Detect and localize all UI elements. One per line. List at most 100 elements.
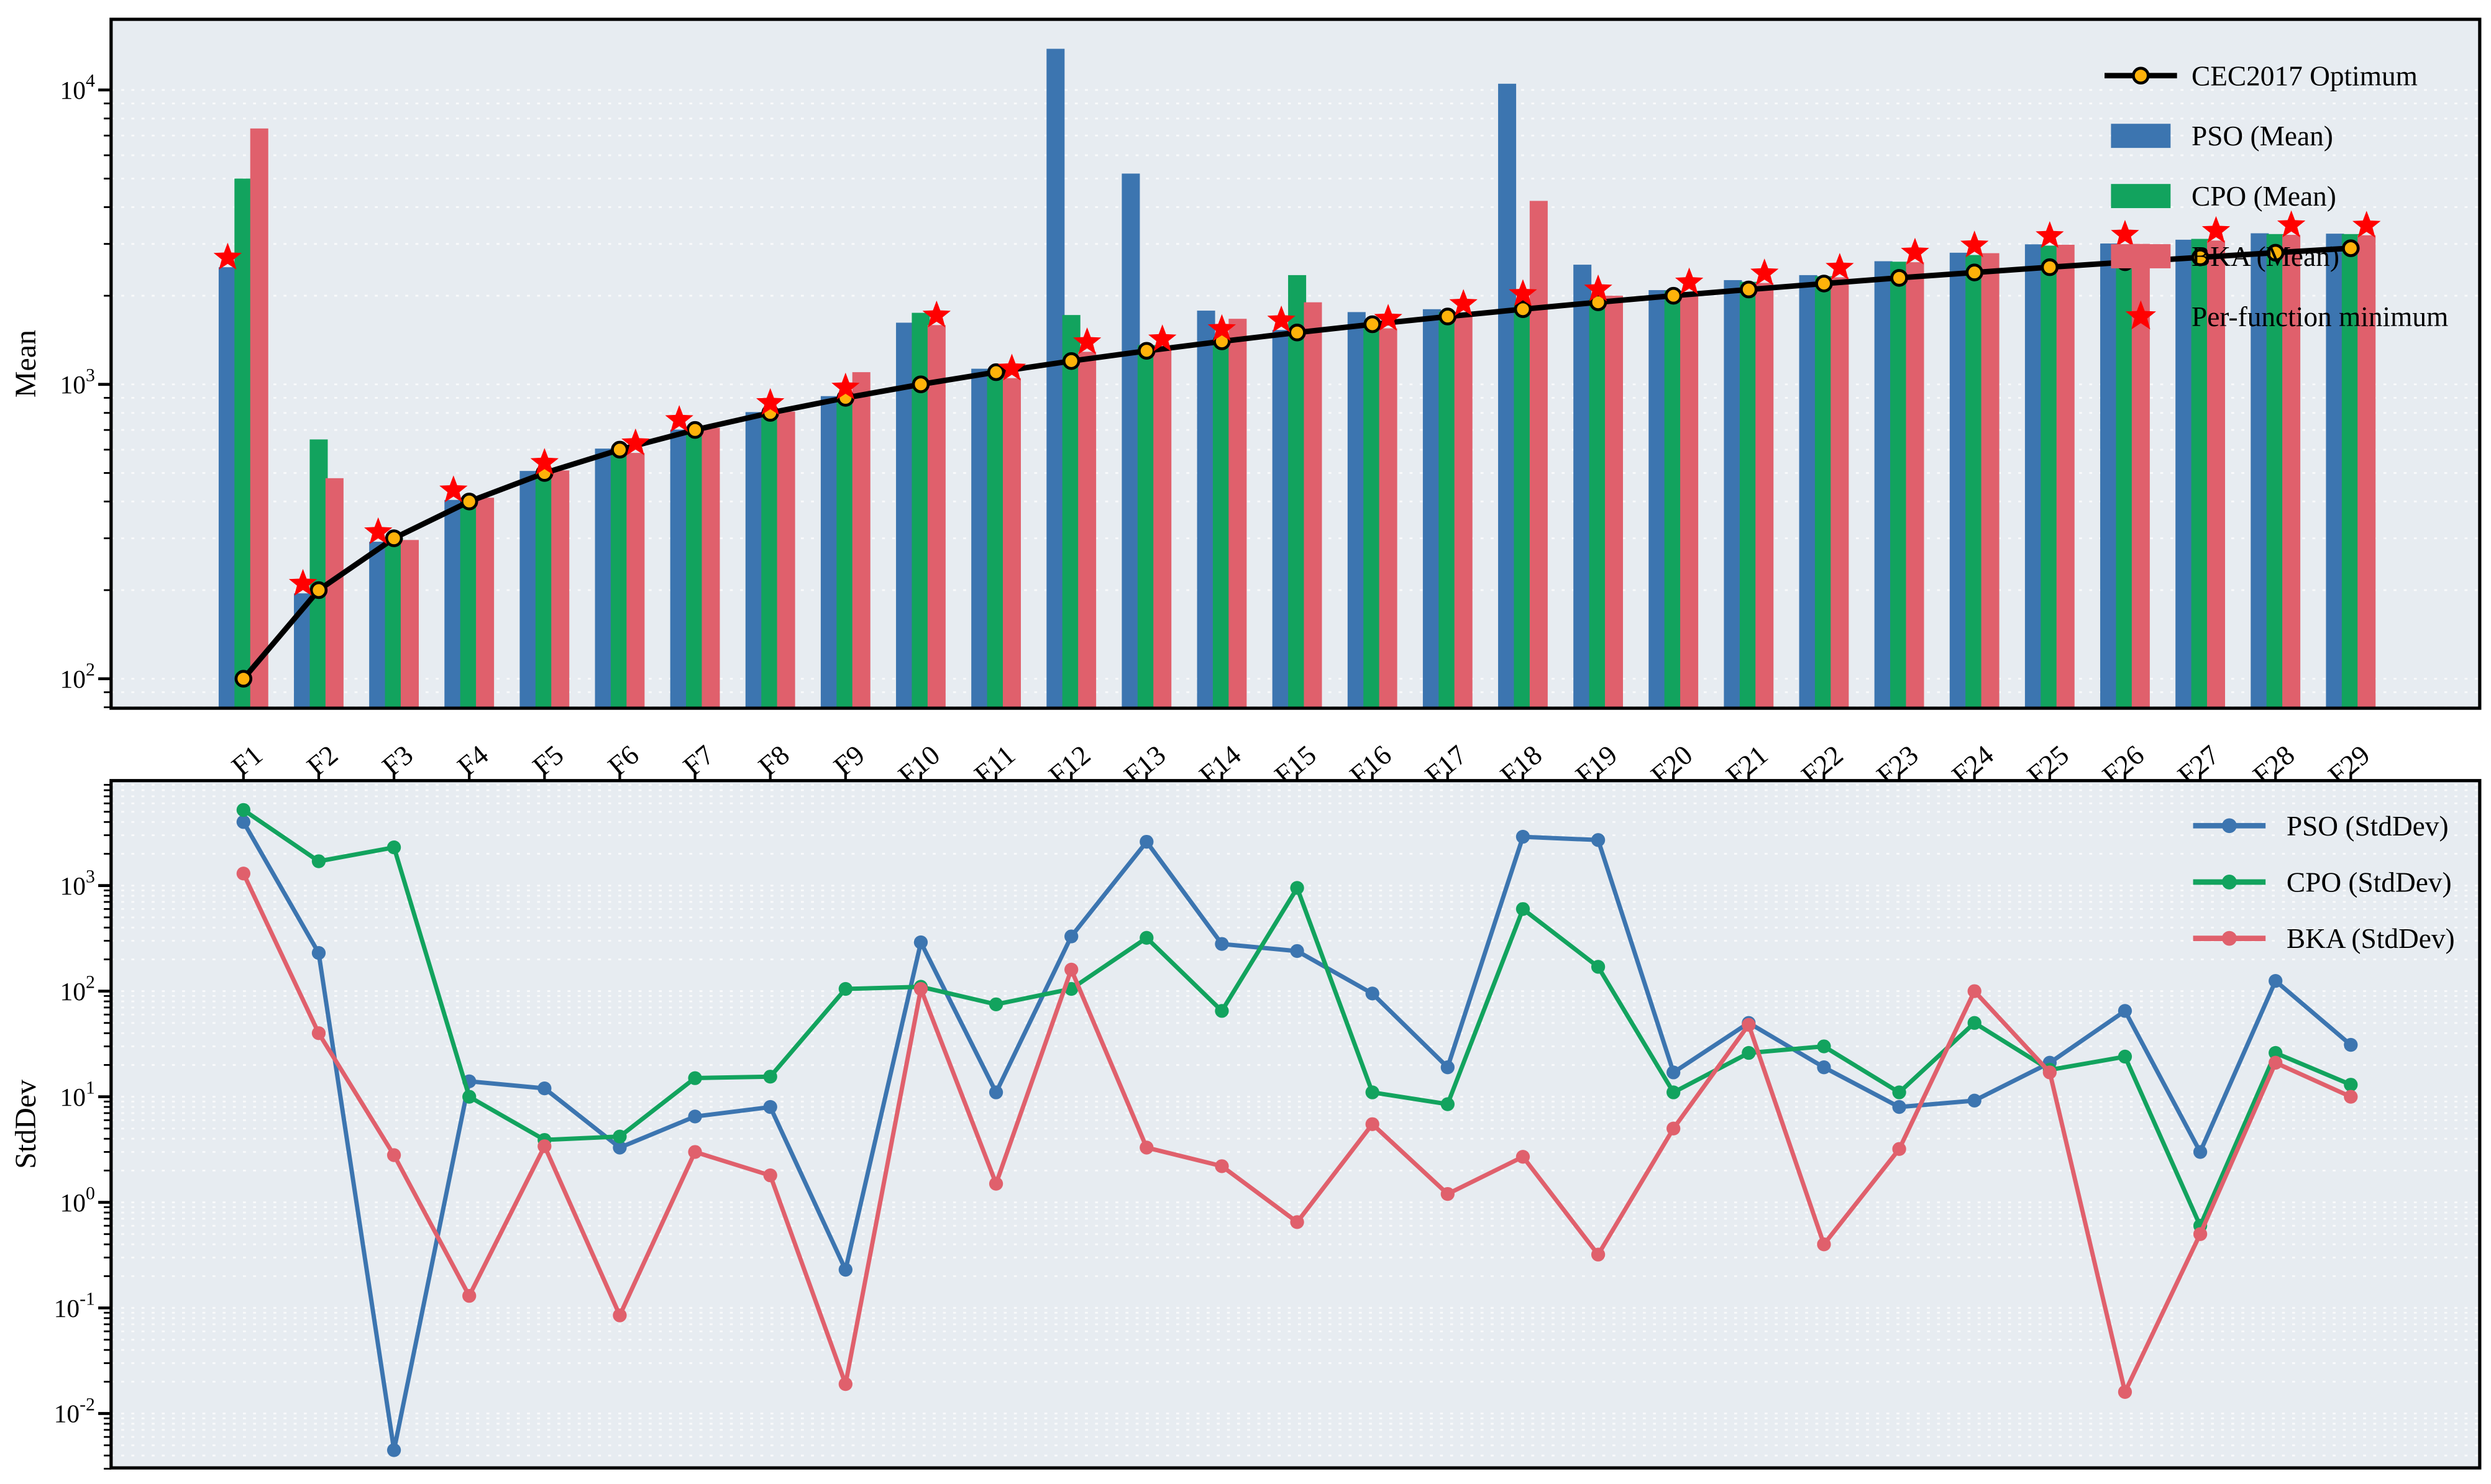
stddev-marker-pso-f22: [1817, 1060, 1831, 1075]
legend-swatch: [2111, 184, 2171, 209]
stddev-marker-cpo-f28: [2269, 1045, 2283, 1060]
stddev-marker-pso-f12: [1064, 929, 1079, 944]
bar-bka-f12: [1078, 352, 1097, 709]
stddev-marker-pso-f24: [1967, 1093, 1981, 1108]
bar-cpo-f6: [610, 448, 629, 709]
stddev-marker-bka-f21: [1742, 1017, 1756, 1032]
stddev-marker-pso-f28: [2269, 973, 2283, 988]
bar-bka-f8: [777, 411, 795, 709]
bar-cpo-f17: [1438, 312, 1457, 709]
legend-label: CPO (StdDev): [2287, 867, 2452, 898]
stddev-marker-pso-f11: [989, 1085, 1003, 1099]
minimum-star-f17: [1449, 289, 1478, 316]
minimum-star-f29: [2352, 211, 2381, 238]
minimum-star-f25: [2036, 221, 2064, 248]
stddev-marker-bka-f25: [2042, 1065, 2057, 1080]
bar-bka-f27: [2206, 240, 2225, 709]
stddev-marker-cpo-f24: [1967, 1016, 1981, 1030]
stddev-marker-pso-f19: [1591, 833, 1606, 847]
minimum-star-f13: [1148, 324, 1177, 352]
bar-pso-f29: [2326, 234, 2344, 709]
stddev-marker-cpo-f11: [989, 997, 1003, 1011]
bar-bka-f25: [2056, 245, 2075, 709]
stddev-marker-cpo-f4: [462, 1090, 477, 1104]
bar-bka-f4: [476, 498, 495, 709]
minimum-star-f14: [1207, 314, 1236, 341]
optimum-marker: [1438, 307, 1457, 325]
bar-cpo-f21: [1739, 281, 1758, 709]
bar-pso-f15: [1272, 330, 1291, 709]
optimum-marker: [1740, 280, 1758, 299]
optimum-marker: [2041, 258, 2059, 276]
bar-pso-f4: [444, 499, 463, 709]
legend-label: BKA (Mean): [2192, 241, 2339, 272]
y-tick-label: 103: [60, 365, 95, 399]
minimum-star-f27: [2201, 216, 2231, 243]
stddev-marker-bka-f4: [462, 1289, 477, 1303]
legend-label: CPO (Mean): [2192, 181, 2336, 212]
bar-cpo-f23: [1890, 262, 1909, 709]
bar-bka-f29: [2357, 235, 2376, 709]
bar-pso-f6: [595, 448, 613, 709]
mean-axis-label: Mean: [9, 330, 42, 398]
bar-bka-f24: [1981, 253, 2000, 709]
minimum-star-f4: [439, 475, 468, 503]
bar-cpo-f7: [686, 428, 705, 709]
stddev-marker-cpo-f3: [386, 840, 401, 855]
bar-cpo-f19: [1589, 299, 1607, 709]
bar-bka-f20: [1680, 292, 1699, 709]
x-category-label: F9: [828, 739, 871, 782]
x-category-label: F8: [752, 739, 795, 782]
stddev-marker-cpo-f9: [838, 981, 852, 996]
bar-cpo-f22: [1814, 276, 1833, 709]
bar-pso-f16: [1347, 312, 1366, 709]
stddev-marker-pso-f8: [763, 1099, 777, 1114]
bar-pso-f20: [1648, 290, 1667, 709]
stddev-marker-bka-f20: [1666, 1121, 1681, 1136]
bar-pso-f11: [971, 368, 990, 709]
bar-bka-f19: [1604, 296, 1623, 709]
stddev-marker-cpo-f8: [763, 1070, 777, 1084]
optimum-marker: [309, 581, 328, 599]
bar-bka-f16: [1379, 328, 1397, 709]
legend-star-icon: [2125, 300, 2157, 330]
optimum-marker: [2266, 244, 2285, 262]
stddev-marker-pso-f26: [2118, 1004, 2132, 1018]
bar-cpo-f20: [1664, 291, 1683, 709]
stddev-marker-cpo-f1: [236, 803, 250, 817]
bar-cpo-f8: [761, 412, 780, 709]
optimum-marker: [234, 670, 253, 688]
optimum-marker: [460, 493, 478, 511]
y-tick-label: 101: [60, 1077, 95, 1111]
stddev-marker-pso-f13: [1140, 834, 1154, 849]
stddev-marker-pso-f1: [236, 815, 250, 829]
minimum-star-f9: [831, 372, 860, 400]
bar-cpo-f5: [535, 472, 554, 709]
bar-bka-f5: [551, 470, 570, 709]
stddev-marker-cpo-f20: [1666, 1085, 1681, 1099]
bar-bka-f28: [2282, 235, 2301, 709]
stddev-marker-bka-f15: [1290, 1215, 1304, 1229]
optimum-marker: [1965, 263, 1983, 281]
bar-bka-f21: [1755, 283, 1774, 709]
bar-bka-f15: [1304, 302, 1322, 709]
optimum-marker: [1890, 269, 1908, 287]
bar-cpo-f26: [2116, 244, 2134, 709]
legend-marker: [2221, 875, 2237, 890]
x-category-label: F7: [677, 739, 720, 782]
bar-bka-f14: [1228, 319, 1247, 709]
bar-cpo-f28: [2266, 234, 2285, 709]
legend-label: CEC2017 Optimum: [2192, 60, 2418, 91]
minimum-star-f5: [530, 448, 559, 475]
bar-cpo-f3: [385, 538, 403, 709]
legend-item: Per-function minimum: [2125, 300, 2448, 332]
optimum-marker: [987, 363, 1005, 381]
bar-pso-f7: [670, 429, 688, 709]
legend-item: CPO (Mean): [2111, 181, 2336, 212]
bar-cpo-f29: [2341, 234, 2360, 709]
bar-pso-f25: [2024, 244, 2043, 709]
stddev-marker-bka-f5: [537, 1139, 552, 1154]
stddev-marker-bka-f1: [236, 867, 250, 881]
